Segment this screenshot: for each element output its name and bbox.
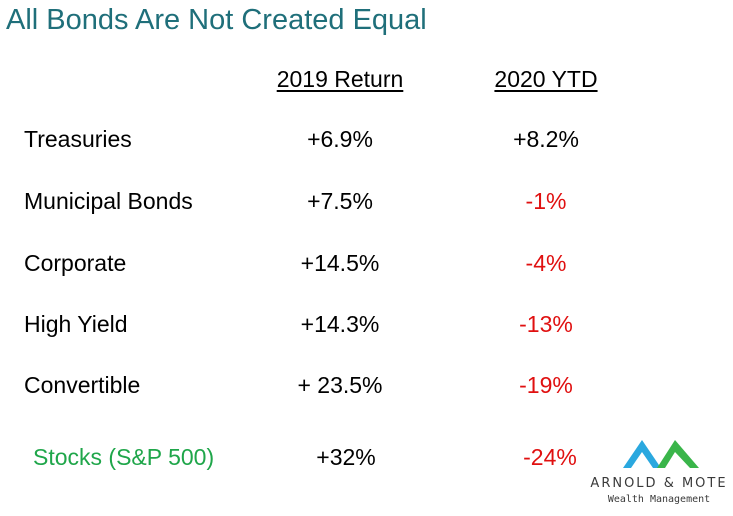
ytd-2020-value: -4% <box>525 250 567 276</box>
table-row: Municipal Bonds +7.5% -1% <box>0 188 733 218</box>
table-row-stocks: Stocks (S&P 500) +32% -24% <box>0 444 733 474</box>
row-label: High Yield <box>24 311 128 337</box>
company-logo: ARNOLD & MOTE Wealth Management <box>588 432 730 516</box>
return-2019-value: + 23.5% <box>297 372 383 398</box>
mountain-logo-icon <box>623 440 699 468</box>
logo-tagline: Wealth Management <box>607 494 711 505</box>
table-row: High Yield +14.3% -13% <box>0 311 733 341</box>
logo-brand-name: ARNOLD & MOTE <box>590 476 728 491</box>
ytd-2020-value: -13% <box>519 311 573 337</box>
return-2019-value: +14.3% <box>300 311 380 337</box>
return-2019-value: +7.5% <box>307 188 373 214</box>
ytd-2020-value: -24% <box>523 444 577 470</box>
table-row: Convertible + 23.5% -19% <box>0 372 733 402</box>
row-label: Treasuries <box>24 126 132 152</box>
row-label: Stocks (S&P 500) <box>33 444 215 470</box>
row-label: Corporate <box>24 250 127 276</box>
row-label: Convertible <box>24 372 141 398</box>
table-row: Corporate +14.5% -4% <box>0 250 733 280</box>
column-header-2020-ytd: 2020 YTD <box>494 66 598 92</box>
ytd-2020-value: -19% <box>519 372 573 398</box>
return-2019-value: +6.9% <box>307 126 373 152</box>
table-row: Treasuries +6.9% +8.2% <box>0 126 733 156</box>
ytd-2020-value: +8.2% <box>513 126 579 152</box>
return-2019-value: +32% <box>316 444 376 470</box>
row-label: Municipal Bonds <box>24 188 193 214</box>
ytd-2020-value: -1% <box>525 188 567 214</box>
page-title: All Bonds Are Not Created Equal <box>6 4 427 36</box>
column-header-2019-return: 2019 Return <box>276 66 404 92</box>
return-2019-value: +14.5% <box>300 250 380 276</box>
